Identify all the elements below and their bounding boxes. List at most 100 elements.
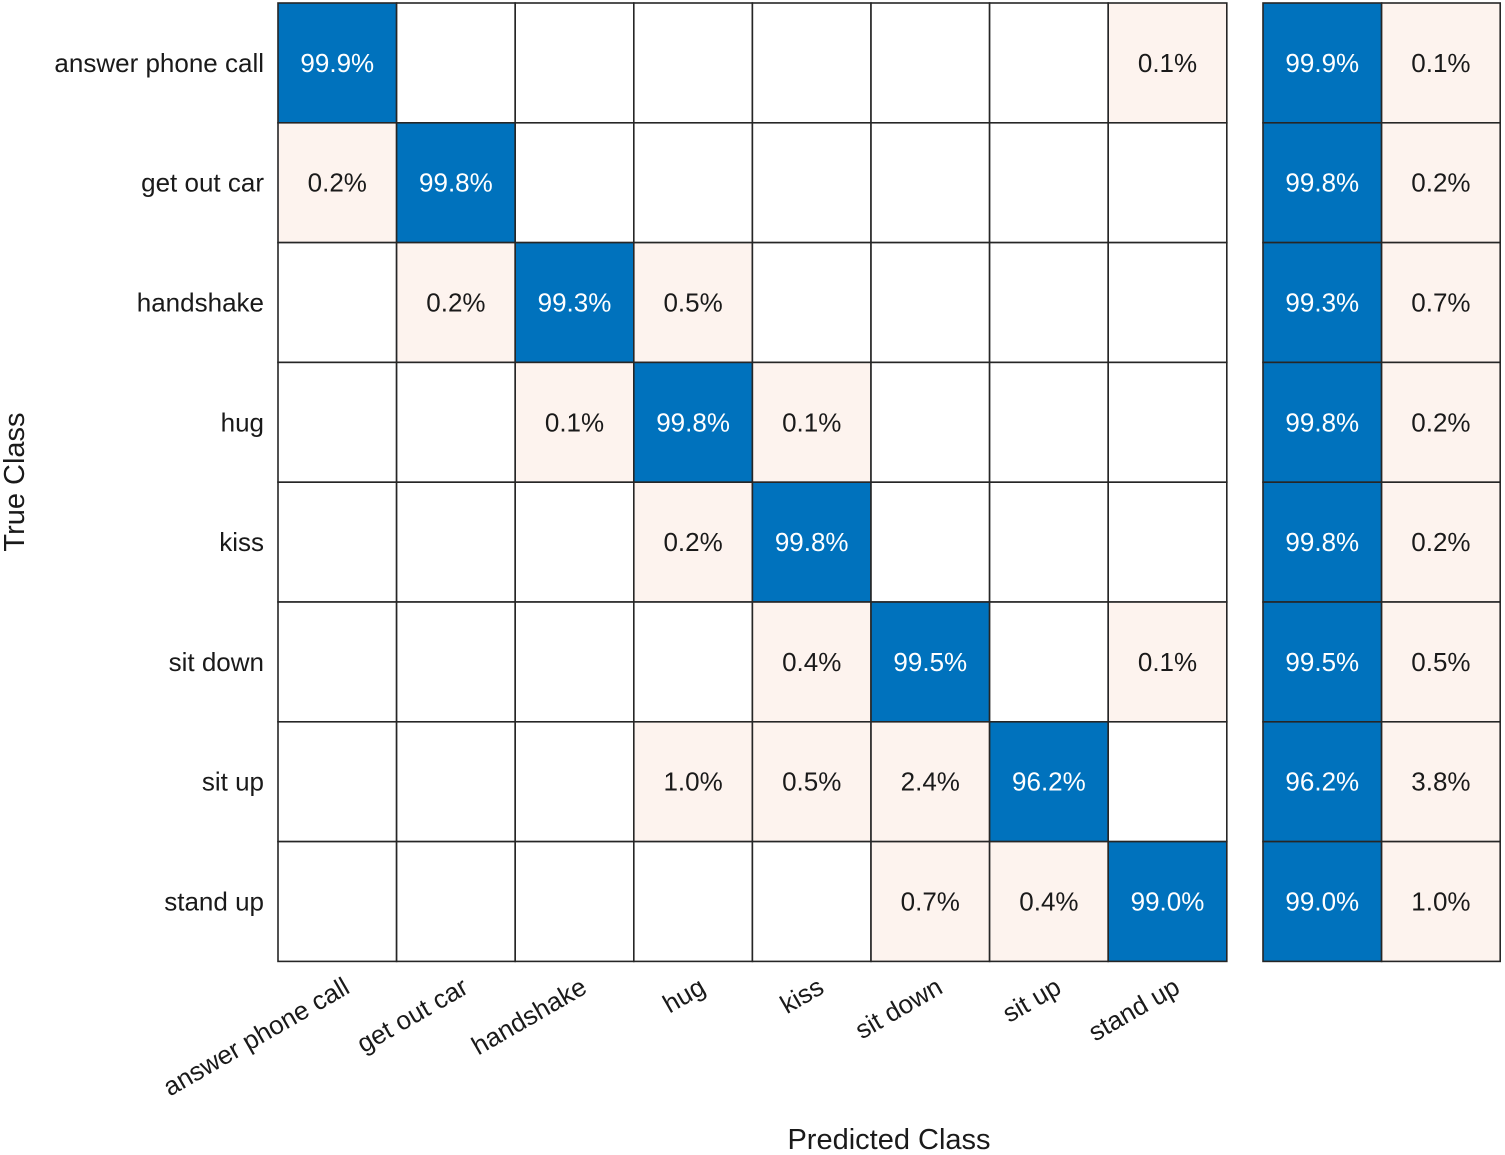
summary-correct-label: 99.0% <box>1285 887 1359 917</box>
cell-value-label: 0.2% <box>426 288 485 318</box>
cell-value-label: 99.3% <box>538 288 612 318</box>
cell-value-label: 0.1% <box>1138 48 1197 78</box>
x-tick-label: sit down <box>850 971 948 1045</box>
summary-correct-cell <box>1262 840 1383 963</box>
cell-value-label: 0.4% <box>782 647 841 677</box>
matrix-cell <box>751 122 872 244</box>
matrix-cell <box>514 361 635 483</box>
diagonal-cell <box>277 2 398 124</box>
matrix-cell <box>395 241 517 364</box>
matrix-cell <box>751 840 872 963</box>
x-tick-label: answer phone call <box>158 971 354 1102</box>
matrix-cell <box>870 122 991 244</box>
matrix-cell <box>988 361 1109 483</box>
summary-correct-cell <box>1262 720 1383 843</box>
cell-value-label: 0.5% <box>782 767 841 797</box>
diagonal-cell <box>870 601 991 723</box>
cell-value-label: 0.1% <box>782 407 841 437</box>
summary-correct-label: 96.2% <box>1285 767 1359 797</box>
y-tick-label: handshake <box>137 288 264 318</box>
matrix-cell <box>988 840 1109 963</box>
cell-value-label: 0.5% <box>663 288 722 318</box>
matrix-cell <box>514 601 635 723</box>
matrix-cell <box>514 720 635 843</box>
cell-value-label: 99.8% <box>419 168 493 198</box>
summary-incorrect-label: 0.1% <box>1411 48 1470 78</box>
matrix-cell <box>395 720 517 843</box>
x-tick-label: stand up <box>1083 971 1184 1047</box>
matrix-cell <box>277 361 398 483</box>
summary-correct-label: 99.8% <box>1285 168 1359 198</box>
y-axis-title: True Class <box>0 412 31 551</box>
matrix-cell <box>870 241 991 364</box>
summary-incorrect-label: 3.8% <box>1411 767 1470 797</box>
matrix-cells: 99.9% 0.1% 0.2% 99.8% 0.2% 99.3% 0.5% 0.1% 99.8%… <box>277 2 1228 963</box>
summary-incorrect-label: 1.0% <box>1411 887 1470 917</box>
summary-correct-label: 99.8% <box>1285 407 1359 437</box>
cell-value-label: 0.1% <box>1138 647 1197 677</box>
x-tick-label: handshake <box>466 971 591 1061</box>
summary-correct-cell <box>1262 361 1383 483</box>
matrix-cell <box>632 720 754 843</box>
y-tick-label: answer phone call <box>54 48 264 78</box>
summary-correct-label: 99.3% <box>1285 288 1359 318</box>
y-tick-label: stand up <box>164 887 264 917</box>
matrix-cell <box>988 241 1109 364</box>
cell-value-label: 0.2% <box>308 168 367 198</box>
summary-incorrect-label: 0.5% <box>1411 647 1470 677</box>
summary-correct-cell <box>1262 241 1383 364</box>
matrix-cell <box>277 481 398 603</box>
matrix-cell <box>1107 720 1228 843</box>
diagonal-cell <box>514 241 635 364</box>
matrix-cell <box>1107 122 1228 244</box>
summary-incorrect-cell <box>1380 122 1501 244</box>
matrix-cell <box>988 601 1109 723</box>
x-axis-title: Predicted Class <box>787 1124 990 1155</box>
matrix-cell <box>395 2 517 124</box>
summary-correct-label: 99.8% <box>1285 527 1359 557</box>
matrix-cell <box>751 241 872 364</box>
cell-value-label: 99.8% <box>656 407 730 437</box>
matrix-cell <box>988 481 1109 603</box>
summary-incorrect-label: 0.2% <box>1411 527 1470 557</box>
matrix-cell <box>870 720 991 843</box>
y-tick-label: get out car <box>141 168 264 198</box>
summary-incorrect-label: 0.7% <box>1411 288 1470 318</box>
summary-correct-cell <box>1262 2 1383 124</box>
summary-correct-cell <box>1262 481 1383 603</box>
matrix-cell <box>1107 2 1228 124</box>
matrix-cell <box>1107 241 1228 364</box>
y-tick-labels: answer phone call get out car handshake hug… <box>54 48 264 917</box>
cell-value-label: 96.2% <box>1012 767 1086 797</box>
matrix-cell <box>751 361 872 483</box>
matrix-cell <box>277 122 398 244</box>
summary-correct-label: 99.9% <box>1285 48 1359 78</box>
matrix-cell <box>870 840 991 963</box>
y-tick-label: sit down <box>169 647 264 677</box>
cell-value-label: 99.9% <box>300 48 374 78</box>
matrix-cell <box>751 601 872 723</box>
diagonal-cell <box>395 122 517 244</box>
matrix-cell <box>751 2 872 124</box>
diagonal-cell <box>988 720 1109 843</box>
y-tick-label: kiss <box>219 527 264 557</box>
cell-value-label: 0.2% <box>663 527 722 557</box>
matrix-cell <box>632 2 754 124</box>
summary-correct-label: 99.5% <box>1285 647 1359 677</box>
summary-incorrect-cell <box>1380 2 1501 124</box>
summary-incorrect-cell <box>1380 840 1501 963</box>
matrix-cell <box>632 122 754 244</box>
summary-incorrect-label: 0.2% <box>1411 168 1470 198</box>
x-tick-label: hug <box>658 971 711 1019</box>
cell-value-label: 1.0% <box>663 767 722 797</box>
matrix-cell <box>277 720 398 843</box>
matrix-cell <box>514 481 635 603</box>
x-tick-label: get out car <box>352 971 474 1059</box>
matrix-cell <box>1107 361 1228 483</box>
summary-incorrect-cell <box>1380 361 1501 483</box>
matrix-cell <box>870 361 991 483</box>
cell-value-label: 99.8% <box>775 527 849 557</box>
matrix-cell <box>277 840 398 963</box>
matrix-cell <box>395 361 517 483</box>
